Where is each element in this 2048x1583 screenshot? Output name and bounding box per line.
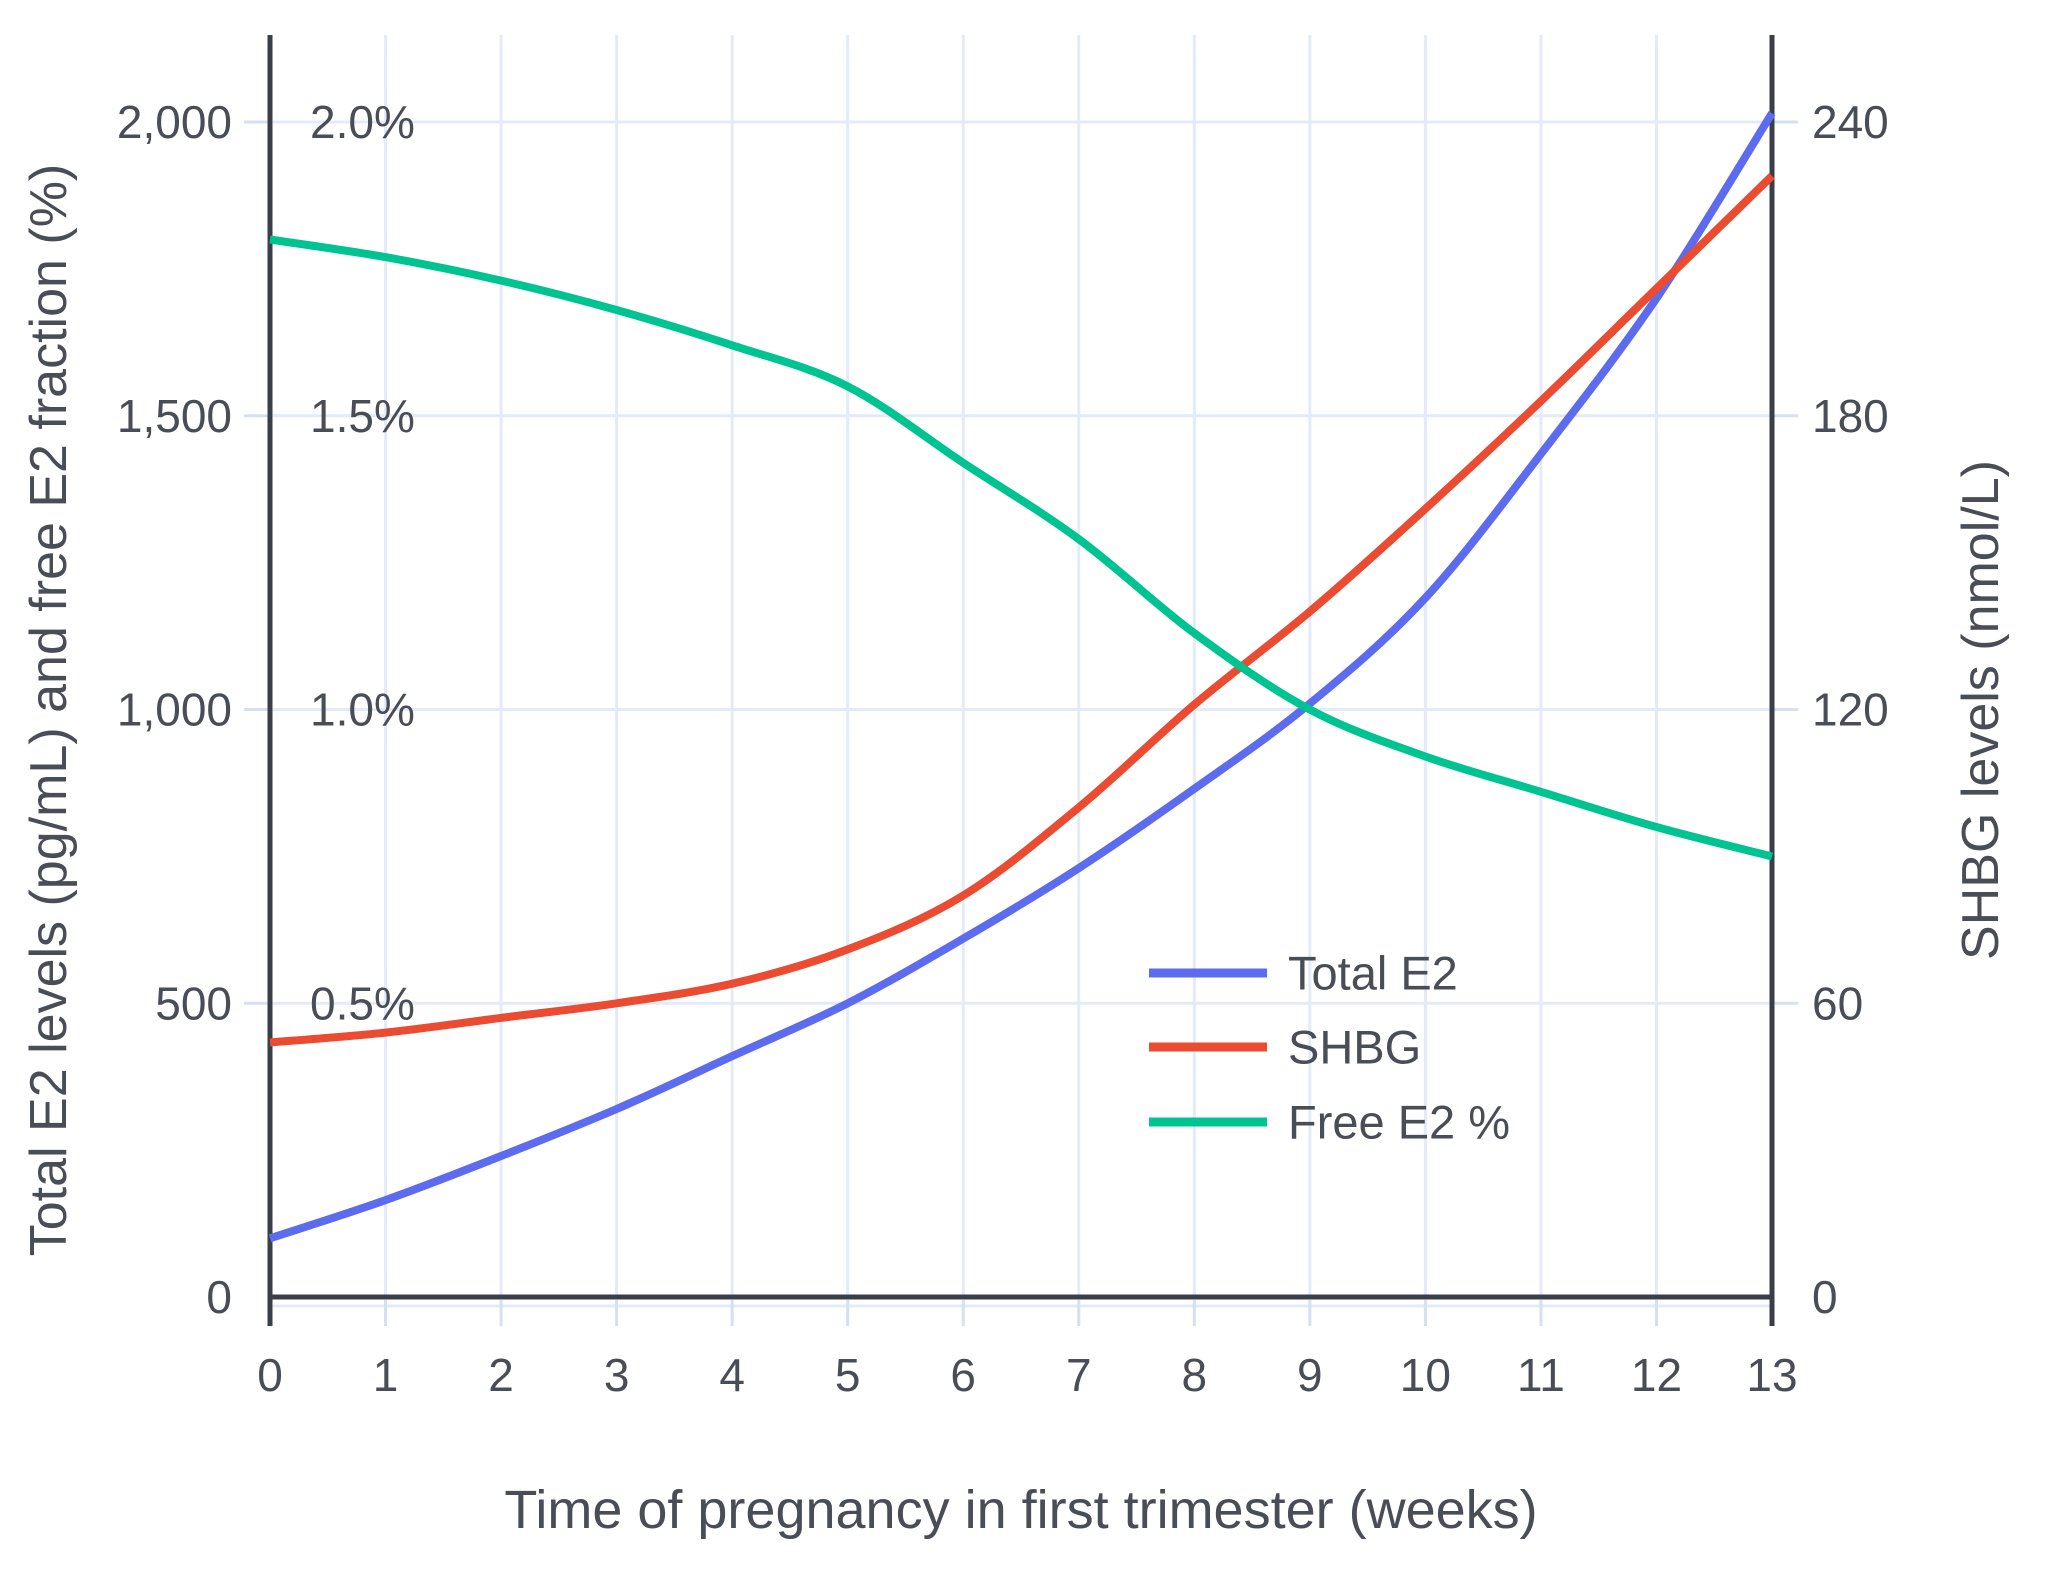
percent-label-15: 1.5% bbox=[310, 390, 415, 442]
right-tick-label-180: 180 bbox=[1812, 390, 1889, 442]
x-tick-label-13: 13 bbox=[1746, 1349, 1797, 1401]
legend-label-total-e2[interactable]: Total E2 bbox=[1288, 946, 1458, 999]
legend: Total E2 SHBG Free E2 % bbox=[1149, 946, 1510, 1148]
left-tick-label-1500: 1,500 bbox=[117, 390, 232, 442]
x-tick-label-10: 10 bbox=[1400, 1349, 1451, 1401]
right-tick-label-60: 60 bbox=[1812, 977, 1863, 1029]
percent-label-10: 1.0% bbox=[310, 684, 415, 736]
x-tick-label-8: 8 bbox=[1182, 1349, 1208, 1401]
series-line-shbg[interactable] bbox=[269, 173, 1775, 1047]
right-tick-label-120: 120 bbox=[1812, 684, 1889, 736]
series-line-free-e2-[interactable] bbox=[269, 235, 1773, 861]
axis-lines-layer bbox=[267, 35, 1775, 1326]
percent-label-20: 2.0% bbox=[310, 96, 415, 148]
x-axis-title: Time of pregnancy in first trimester (we… bbox=[504, 1480, 1537, 1540]
series-layer bbox=[268, 111, 1776, 1243]
left-tick-label-1000: 1,000 bbox=[117, 684, 232, 736]
gridlines-layer bbox=[270, 35, 1772, 1308]
x-tick-label-5: 5 bbox=[835, 1349, 861, 1401]
x-tick-label-12: 12 bbox=[1631, 1349, 1682, 1401]
x-tick-label-0: 0 bbox=[257, 1349, 283, 1401]
x-tick-label-11: 11 bbox=[1517, 1349, 1565, 1401]
x-tick-label-3: 3 bbox=[604, 1349, 630, 1401]
legend-label-shbg[interactable]: SHBG bbox=[1288, 1020, 1421, 1073]
left-tick-label-500: 500 bbox=[155, 977, 232, 1029]
series-line-total-e2[interactable] bbox=[268, 111, 1776, 1243]
percent-labels-layer: 0.5% 1.0% 1.5% 2.0% bbox=[310, 96, 415, 1029]
x-tick-label-6: 6 bbox=[950, 1349, 976, 1401]
x-tick-label-9: 9 bbox=[1297, 1349, 1323, 1401]
x-tick-label-7: 7 bbox=[1066, 1349, 1092, 1401]
x-tick-label-2: 2 bbox=[488, 1349, 514, 1401]
right-tick-label-0: 0 bbox=[1812, 1271, 1838, 1323]
x-tick-label-1: 1 bbox=[373, 1349, 399, 1401]
x-tick-label-4: 4 bbox=[719, 1349, 745, 1401]
left-axis-title: Total E2 levels (pg/mL) and free E2 frac… bbox=[20, 164, 78, 1256]
right-axis-title: SHBG levels (nmol/L) bbox=[1952, 460, 2010, 960]
percent-label-05: 0.5% bbox=[310, 977, 415, 1029]
tick-marks-layer bbox=[244, 120, 1798, 1326]
legend-label-free-e2[interactable]: Free E2 % bbox=[1288, 1095, 1510, 1148]
left-tick-label-2000: 2,000 bbox=[117, 96, 232, 148]
right-tick-label-240: 240 bbox=[1812, 96, 1889, 148]
left-tick-label-0: 0 bbox=[206, 1271, 232, 1323]
